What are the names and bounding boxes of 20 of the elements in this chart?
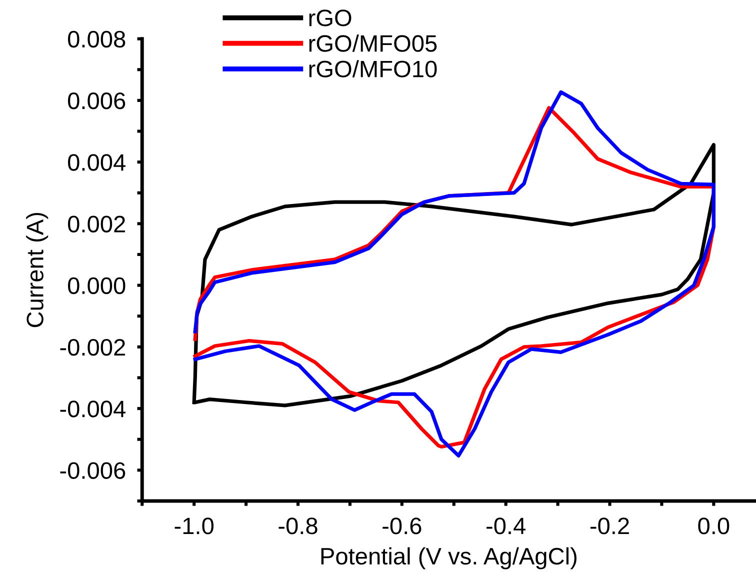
- x-tick-label: -0.6: [382, 518, 422, 534]
- legend-label: rGO/MFO05: [309, 34, 437, 52]
- y-tick-label: -0.006: [60, 462, 126, 479]
- x-tick-label: -1.0: [174, 518, 214, 534]
- x-tick-label: -0.4: [486, 518, 526, 534]
- line-series: [192, 142, 716, 408]
- x-tick-label: -0.2: [590, 518, 629, 534]
- y-tick-label: 0.008: [68, 30, 126, 48]
- y-tick-label: 0.002: [68, 216, 125, 232]
- y-tick-label: 0.004: [68, 154, 126, 171]
- legend-label: rGO: [309, 10, 352, 26]
- y-axis-title: Current (A): [26, 212, 48, 328]
- y-tick-label: 0.000: [68, 277, 126, 294]
- x-tick-label: 0.0: [698, 518, 730, 534]
- x-axis-title: Potential (V vs. Ag/AgCl): [321, 547, 576, 570]
- x-tick-label: -0.8: [278, 518, 318, 534]
- y-tick-label: 0.006: [68, 92, 126, 110]
- legend-label: rGO/MFO10: [309, 60, 437, 78]
- y-tick-label: -0.002: [60, 338, 125, 356]
- y-tick-label: -0.004: [60, 400, 126, 418]
